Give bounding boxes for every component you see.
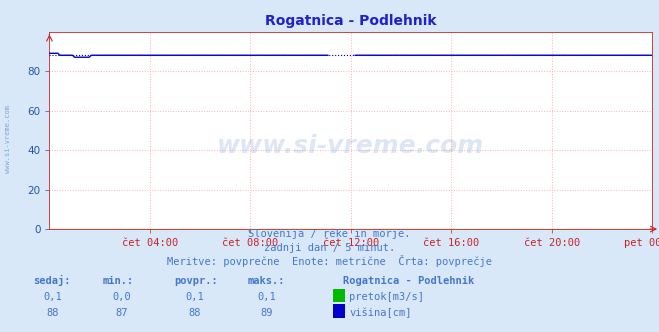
Text: Rogatnica - Podlehnik: Rogatnica - Podlehnik: [343, 276, 474, 286]
Text: 88: 88: [188, 308, 200, 318]
Text: Slovenija / reke in morje.: Slovenija / reke in morje.: [248, 229, 411, 239]
Text: www.si-vreme.com: www.si-vreme.com: [217, 134, 484, 158]
Text: pretok[m3/s]: pretok[m3/s]: [349, 292, 424, 302]
Text: 0,1: 0,1: [258, 292, 276, 302]
Text: 87: 87: [116, 308, 128, 318]
Text: zadnji dan / 5 minut.: zadnji dan / 5 minut.: [264, 243, 395, 253]
Text: www.si-vreme.com: www.si-vreme.com: [5, 106, 11, 173]
Text: 0,1: 0,1: [185, 292, 204, 302]
Text: min.:: min.:: [102, 276, 133, 286]
Text: maks.:: maks.:: [247, 276, 285, 286]
Text: Meritve: povprečne  Enote: metrične  Črta: povprečje: Meritve: povprečne Enote: metrične Črta:…: [167, 255, 492, 267]
Text: višina[cm]: višina[cm]: [349, 308, 412, 318]
Text: 0,0: 0,0: [113, 292, 131, 302]
Text: sedaj:: sedaj:: [33, 275, 71, 286]
Text: povpr.:: povpr.:: [175, 276, 218, 286]
Text: 0,1: 0,1: [43, 292, 62, 302]
Text: 88: 88: [47, 308, 59, 318]
Title: Rogatnica - Podlehnik: Rogatnica - Podlehnik: [265, 14, 437, 28]
Text: 89: 89: [261, 308, 273, 318]
